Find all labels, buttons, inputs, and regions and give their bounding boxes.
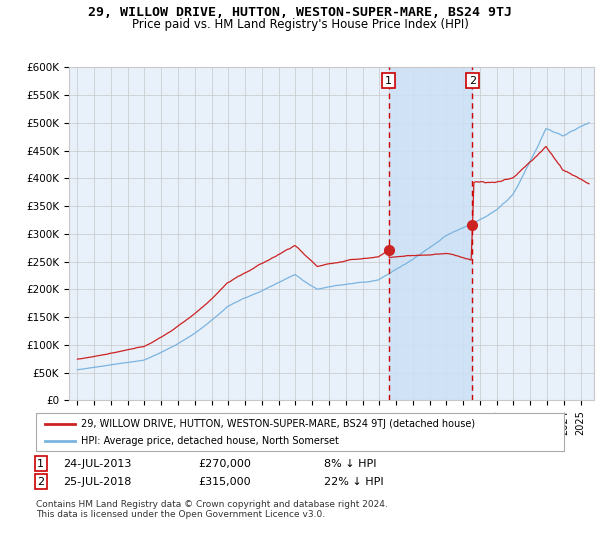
Text: Price paid vs. HM Land Registry's House Price Index (HPI): Price paid vs. HM Land Registry's House …: [131, 18, 469, 31]
Text: 1: 1: [37, 459, 44, 469]
Text: 8% ↓ HPI: 8% ↓ HPI: [324, 459, 377, 469]
Text: 1: 1: [385, 76, 392, 86]
Text: 29, WILLOW DRIVE, HUTTON, WESTON-SUPER-MARE, BS24 9TJ (detached house): 29, WILLOW DRIVE, HUTTON, WESTON-SUPER-M…: [81, 419, 475, 429]
Text: 2: 2: [37, 477, 44, 487]
Text: £270,000: £270,000: [198, 459, 251, 469]
Text: HPI: Average price, detached house, North Somerset: HPI: Average price, detached house, Nort…: [81, 436, 339, 446]
Text: 29, WILLOW DRIVE, HUTTON, WESTON-SUPER-MARE, BS24 9TJ: 29, WILLOW DRIVE, HUTTON, WESTON-SUPER-M…: [88, 6, 512, 18]
Bar: [389, 67, 472, 400]
Text: 22% ↓ HPI: 22% ↓ HPI: [324, 477, 383, 487]
Text: £315,000: £315,000: [198, 477, 251, 487]
Text: 2: 2: [469, 76, 476, 86]
Text: Contains HM Land Registry data © Crown copyright and database right 2024.
This d: Contains HM Land Registry data © Crown c…: [36, 500, 388, 519]
Text: 25-JUL-2018: 25-JUL-2018: [63, 477, 131, 487]
Text: 24-JUL-2013: 24-JUL-2013: [63, 459, 131, 469]
